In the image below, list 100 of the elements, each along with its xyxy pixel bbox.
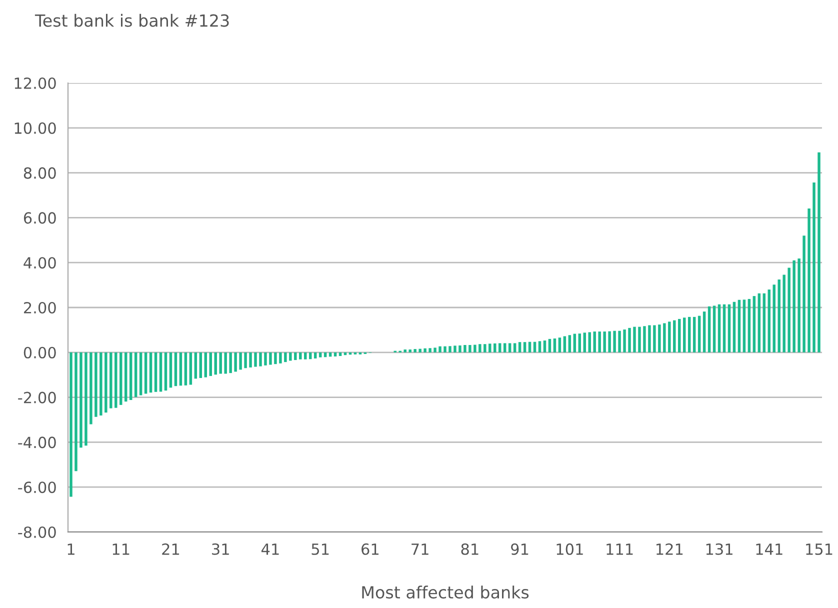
bar <box>239 352 242 370</box>
bar <box>812 182 816 352</box>
y-tick-label: -4.00 <box>18 436 56 448</box>
bar <box>154 352 158 392</box>
bar <box>338 352 342 356</box>
bar <box>124 352 128 402</box>
bar <box>608 331 611 352</box>
bar <box>628 328 631 352</box>
bar <box>593 332 596 352</box>
bar <box>573 334 576 352</box>
bar <box>249 352 252 368</box>
bar <box>229 352 232 374</box>
bar <box>603 332 606 352</box>
x-tick-label: 91 <box>511 543 528 555</box>
bar <box>119 352 122 405</box>
bar <box>484 344 486 352</box>
bar <box>633 326 636 352</box>
bar <box>70 352 72 497</box>
bar <box>578 334 582 352</box>
bar <box>304 352 307 360</box>
bar <box>623 330 626 352</box>
bar <box>558 338 562 352</box>
bar <box>474 344 476 352</box>
bar <box>533 342 536 352</box>
bar <box>722 304 726 352</box>
bar <box>543 340 546 352</box>
y-tick-label: 0.00 <box>24 346 56 358</box>
bar <box>274 352 277 364</box>
bar <box>688 316 691 352</box>
bar <box>134 352 138 398</box>
bar <box>618 330 621 352</box>
bar <box>818 152 820 352</box>
bar <box>184 352 188 386</box>
bar <box>663 323 666 352</box>
bar <box>428 348 432 352</box>
bar <box>682 318 686 352</box>
bar <box>144 352 148 394</box>
bar <box>110 352 112 408</box>
chart-title: Test bank is bank #123 <box>34 14 229 27</box>
bar <box>528 342 532 352</box>
bar <box>104 352 108 413</box>
x-tick-label: 1 <box>68 544 74 555</box>
bar <box>802 236 806 352</box>
bar <box>224 352 227 374</box>
bar <box>408 349 412 352</box>
bar <box>179 352 182 386</box>
y-tick-label: 10.00 <box>14 122 56 134</box>
bar <box>782 274 786 352</box>
bar <box>114 352 118 408</box>
bar <box>778 279 780 352</box>
y-tick-label: -6.00 <box>18 482 56 494</box>
bar <box>712 306 716 352</box>
x-tick-label: 61 <box>362 543 379 555</box>
bar <box>159 352 162 392</box>
bar <box>563 336 566 352</box>
bar <box>139 352 142 396</box>
bar <box>189 352 192 385</box>
x-axis-title: Most affected banks <box>362 586 529 599</box>
bar <box>643 326 646 352</box>
bar <box>798 258 800 352</box>
bar <box>553 338 556 352</box>
bar <box>653 325 656 352</box>
y-tick-label: 6.00 <box>24 212 56 224</box>
bar <box>732 302 736 352</box>
bar <box>454 346 456 352</box>
bar <box>548 338 552 352</box>
bar <box>254 352 257 367</box>
bar <box>414 349 416 352</box>
bar <box>762 293 766 352</box>
bar <box>244 352 247 368</box>
bar <box>174 352 178 386</box>
bar <box>90 352 92 424</box>
bar <box>209 352 212 376</box>
x-tick-label: 31 <box>212 543 229 555</box>
bar <box>259 352 262 366</box>
bar <box>538 341 542 352</box>
bar <box>129 352 132 400</box>
bar <box>638 326 641 352</box>
bar <box>488 344 492 352</box>
y-tick-label: -8.00 <box>18 526 56 538</box>
bar <box>434 348 436 352</box>
bar <box>752 296 756 352</box>
bar <box>169 352 172 388</box>
bar <box>748 298 751 352</box>
x-tick-label: 131 <box>706 543 732 555</box>
bar <box>204 352 208 378</box>
bar <box>84 352 88 446</box>
x-tick-label: 41 <box>261 544 279 555</box>
bar <box>788 268 790 352</box>
bar <box>100 352 102 416</box>
bar <box>334 352 337 356</box>
bar <box>513 343 516 352</box>
y-tick-label: 2.00 <box>24 302 56 314</box>
x-tick-label: 101 <box>556 543 583 555</box>
y-tick-label: 12.00 <box>14 77 56 90</box>
bar <box>289 352 292 361</box>
bar <box>702 312 706 352</box>
bar <box>404 349 406 352</box>
bar <box>164 352 168 391</box>
bar <box>692 316 696 352</box>
